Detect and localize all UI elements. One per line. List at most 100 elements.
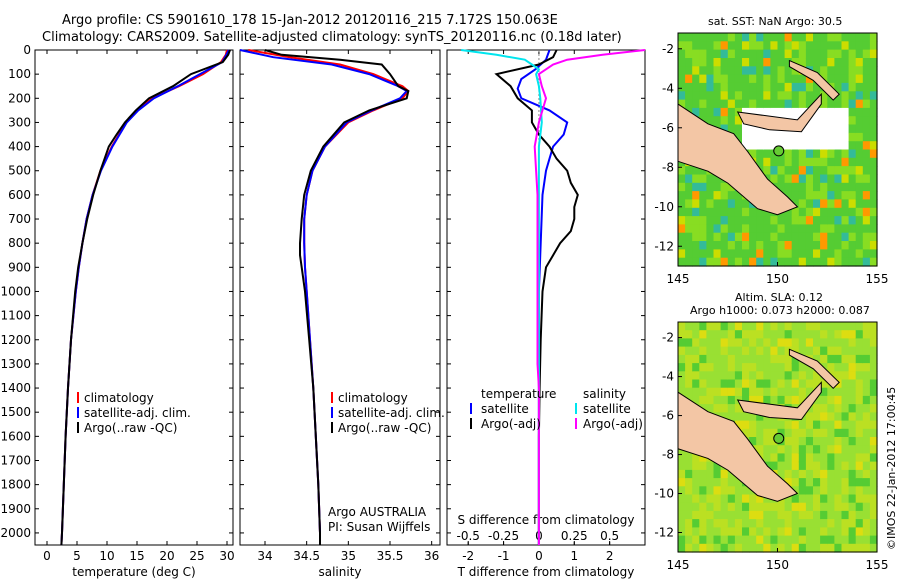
sla-cell <box>727 412 736 422</box>
sla-cell <box>791 346 800 356</box>
sla-cell <box>706 379 715 389</box>
sla-cell <box>848 494 857 504</box>
sla-cell <box>734 338 743 348</box>
sst-cell <box>692 99 700 109</box>
sst-cell <box>784 82 793 92</box>
sst-cell <box>813 199 821 209</box>
sla-cell <box>770 338 779 348</box>
sla-cell <box>777 354 786 364</box>
sst-cell <box>763 49 771 59</box>
sst-cell <box>791 66 800 76</box>
sla-cell <box>720 543 729 553</box>
sla-cell <box>699 469 707 479</box>
sst-cell <box>855 107 864 117</box>
sst-cell <box>742 257 750 267</box>
sla-cell <box>749 354 757 364</box>
sst-cell <box>805 207 814 217</box>
sst-cell <box>734 99 743 109</box>
sst-cell <box>798 107 807 117</box>
diff-xtick-label: -2 <box>462 549 474 563</box>
sst-cell <box>784 241 793 250</box>
sst-cell <box>841 191 850 200</box>
sla-cell <box>727 379 736 389</box>
sla-cell <box>813 428 821 438</box>
sla-cell <box>869 510 878 520</box>
sst-cell <box>791 241 800 250</box>
sst-cell <box>770 216 779 225</box>
sst-cell <box>734 224 743 234</box>
sst-cell <box>791 224 800 234</box>
sst-cell <box>869 41 878 51</box>
sla-cell <box>834 387 843 397</box>
sla-cell <box>692 346 700 356</box>
sst-cell <box>678 82 686 92</box>
sla-cell <box>827 543 835 553</box>
sla-cell <box>813 461 821 471</box>
sla-cell <box>734 535 743 545</box>
sla-cell <box>805 371 814 381</box>
sla-cell <box>827 486 835 496</box>
sla-cell <box>706 494 715 504</box>
sla-cell <box>798 437 807 446</box>
sla-cell <box>848 420 857 430</box>
sst-cell <box>749 232 757 242</box>
sst-cell <box>749 41 757 51</box>
sla-cell <box>720 395 729 405</box>
sst-ytick-label: -8 <box>662 160 674 174</box>
sla-cell <box>827 502 835 512</box>
sst-cell <box>869 124 878 134</box>
sst-cell <box>713 207 722 217</box>
sst-cell <box>763 166 771 175</box>
sla-cell <box>699 379 707 389</box>
sst-cell <box>763 132 771 142</box>
sla-cell <box>798 379 807 389</box>
sst-cell <box>720 124 729 134</box>
sla-argo-marker <box>773 432 785 444</box>
sla-cell <box>834 535 843 545</box>
sla-cell <box>742 354 750 364</box>
sla-cell <box>777 445 786 454</box>
sla-cell <box>848 469 857 479</box>
sst-cell <box>869 107 878 117</box>
imos-credit: ©IMOS 22-Jan-2012 17:00:45 <box>885 386 898 550</box>
sla-cell <box>798 428 807 438</box>
sla-cell <box>791 543 800 553</box>
sst-cell <box>720 66 729 76</box>
sst-cell <box>813 124 821 134</box>
sst-cell <box>862 58 871 67</box>
sst-cell <box>699 182 707 192</box>
sla-cell <box>869 478 878 487</box>
sla-cell <box>685 371 693 381</box>
sla-cell <box>827 346 835 356</box>
sst-cell <box>855 157 864 167</box>
sst-cell <box>834 174 843 184</box>
sla-cell <box>749 363 757 372</box>
sst-cell <box>756 157 764 167</box>
sst-cell <box>862 199 871 209</box>
sla-cell <box>763 445 771 454</box>
sla-cell <box>770 453 779 463</box>
sst-cell <box>855 141 864 151</box>
diff-s-series-0 <box>460 49 543 545</box>
sla-cell <box>791 338 800 348</box>
sst-cell <box>784 132 793 142</box>
sst-cell <box>841 199 850 209</box>
sla-cell <box>706 330 715 339</box>
sst-cell <box>848 207 857 217</box>
sst-cell <box>692 207 700 217</box>
sla-cell <box>827 354 835 364</box>
sla-cell <box>720 486 729 496</box>
sla-cell <box>855 322 864 331</box>
temp-ytick-label: 1400 <box>0 381 31 395</box>
sla-cell <box>813 395 821 405</box>
sst-cell <box>742 224 750 234</box>
sla-cell <box>841 354 850 364</box>
sst-cell <box>862 132 871 142</box>
sst-cell <box>777 107 786 117</box>
sst-cell <box>848 66 857 76</box>
sst-cell <box>862 82 871 92</box>
temp-xtick-label: 25 <box>189 549 204 563</box>
sst-cell <box>734 257 743 267</box>
sla-cell <box>756 428 764 438</box>
sla-land-newbritain <box>736 381 822 421</box>
